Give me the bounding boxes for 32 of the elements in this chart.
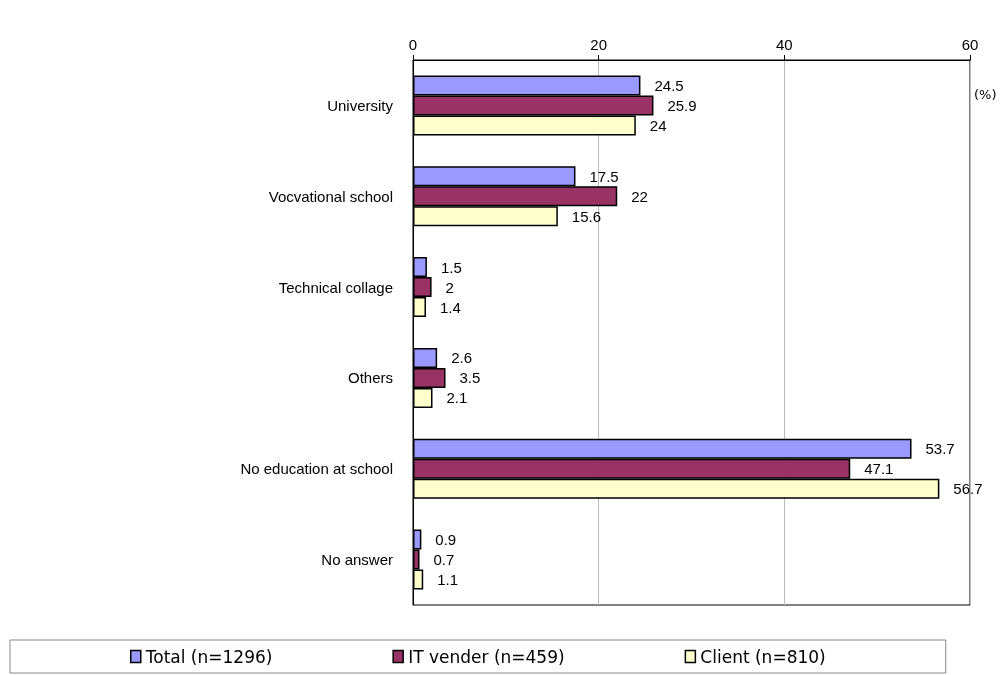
data-label: 15.6 [571, 207, 602, 225]
y-tick-label: University [327, 96, 394, 114]
data-label: 56.7 [953, 480, 983, 498]
legend-label: IT vender (n=459) [408, 646, 565, 667]
data-label: 17.5 [589, 167, 619, 185]
data-label: 1.5 [440, 258, 462, 276]
x-tick-label: 0 [408, 36, 418, 53]
y-tick-label: No answer [321, 551, 393, 569]
y-tick-label: Vocvational school [268, 187, 393, 205]
x-tick-label: 20 [590, 36, 608, 53]
data-label: 0.7 [433, 551, 455, 569]
data-label: 53.7 [925, 440, 955, 458]
data-label: 0.9 [435, 531, 457, 549]
data-label: 25.9 [667, 96, 697, 114]
x-tick-label: 40 [775, 36, 793, 53]
x-tick-label: 60 [961, 36, 979, 53]
y-tick-label: Technical collage [278, 278, 393, 296]
y-tick-label: No education at school [240, 460, 393, 478]
data-label: 2.1 [446, 389, 468, 407]
data-label: 2 [445, 278, 454, 296]
data-label: 47.1 [864, 460, 894, 478]
legend-label: Client (n=810) [700, 646, 826, 667]
legend-label: Total (n=1296) [144, 646, 273, 667]
data-label: 2.6 [451, 349, 472, 367]
data-label: 24.5 [654, 76, 684, 94]
data-label: 24 [649, 116, 667, 134]
data-label: 22 [631, 187, 648, 205]
y-tick-label: Others [347, 369, 393, 387]
data-label: 1.4 [440, 298, 461, 316]
data-label: 3.5 [459, 369, 481, 387]
x-axis-title: (%) [974, 87, 997, 102]
data-label: 1.1 [437, 571, 459, 589]
